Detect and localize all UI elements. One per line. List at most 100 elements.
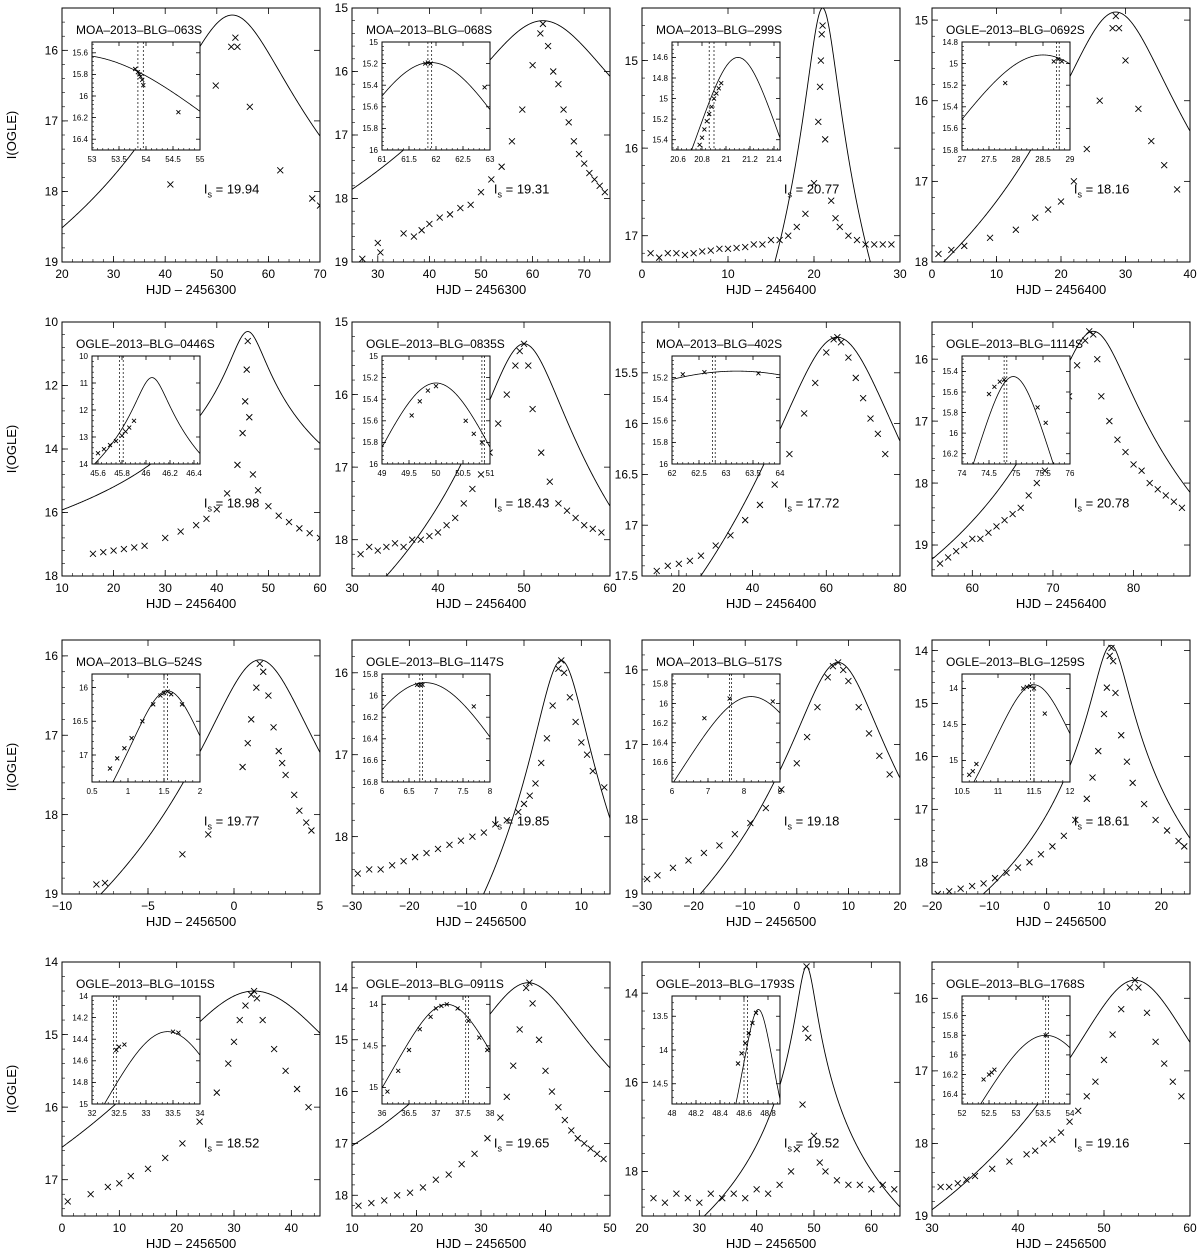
main-xtick-label: −20	[683, 899, 704, 913]
data-point	[93, 881, 100, 888]
main-ytick-label: 18	[915, 476, 929, 490]
main-xtick-label: 20	[107, 581, 121, 595]
inset-xtick-label: 53.5	[111, 155, 127, 164]
data-point	[234, 461, 241, 469]
main-ytick-label: 16	[335, 388, 349, 402]
main-ytick-label: 14	[915, 644, 929, 658]
data-point	[177, 528, 184, 535]
data-point	[1138, 467, 1145, 475]
inset-ytick-label: 16.4	[72, 135, 88, 144]
inset-data-points	[680, 369, 761, 377]
inset-xtick-label: 54	[1066, 1109, 1075, 1118]
data-point	[443, 521, 450, 529]
main-xtick-label: 0	[59, 1221, 66, 1235]
main-ytick-label: 19	[625, 887, 639, 901]
inset-ytick-label: 15.6	[652, 417, 668, 426]
main-xtick-label: 20	[635, 1221, 649, 1235]
data-points	[936, 327, 1186, 567]
data-points	[354, 657, 608, 877]
inset-data-point	[428, 61, 433, 66]
data-point	[1100, 1056, 1108, 1064]
data-point	[224, 1060, 232, 1067]
data-point	[845, 677, 852, 685]
inset-data-point	[433, 383, 439, 389]
main-xtick-label: −10	[52, 899, 73, 913]
data-point	[980, 880, 987, 887]
data-point	[821, 136, 829, 143]
data-point	[1103, 684, 1111, 691]
data-point	[647, 249, 654, 257]
light-curve-panel: 60 70 80 16 17 18 19 Is = 20.78 74 74.5 75 75.5 76 15…	[915, 321, 1191, 611]
inset-ytick-label: 15.8	[362, 438, 378, 447]
source-mag-symbol: I	[784, 1135, 788, 1150]
source-mag-subscript: s	[1078, 1143, 1083, 1153]
data-point	[537, 759, 545, 767]
x-axis-label: HJD – 2456400	[1016, 596, 1106, 611]
light-curve-panel: 20 30 40 50 60 70 16 17 18 19 Is = 19.94 53 53.5 54 54…	[45, 7, 327, 297]
data-point	[503, 1093, 511, 1101]
source-mag-value: = 19.85	[502, 813, 549, 828]
main-ytick-label: 17	[915, 1064, 929, 1078]
data-point	[192, 521, 200, 529]
inset-zoom: 61 61.5 62 62.5 63 15 15.2 15.4 15.6 15.8 16	[362, 38, 495, 164]
inset-ytick-label: 15.4	[652, 395, 668, 404]
data-point	[936, 560, 944, 567]
data-point	[879, 241, 887, 248]
data-point	[419, 1184, 427, 1191]
data-point	[698, 248, 706, 255]
inset-ytick-label: 12	[79, 406, 88, 415]
source-mag-value: = 18.43	[502, 495, 549, 510]
data-point	[1083, 795, 1091, 803]
data-point	[1147, 137, 1155, 145]
inset-xtick-label: 8	[488, 787, 493, 796]
data-point	[566, 694, 574, 701]
main-ytick-label: 18	[625, 1165, 639, 1179]
data-point	[690, 249, 697, 257]
data-point	[810, 179, 818, 187]
data-point	[802, 1025, 809, 1033]
source-mag-subscript: s	[788, 189, 793, 199]
main-xtick-label: 40	[1011, 1221, 1025, 1235]
inset-ytick-label: 15.2	[362, 59, 378, 68]
data-point	[259, 668, 267, 676]
data-point	[555, 500, 562, 507]
inset-data-points	[385, 1001, 490, 1094]
data-point	[1108, 644, 1115, 652]
inset-data-points	[414, 682, 477, 709]
inset-ytick-label: 15.8	[652, 438, 668, 447]
data-point	[839, 666, 847, 674]
data-point	[653, 567, 661, 575]
inset-frame	[91, 673, 201, 783]
inset-ytick-label: 15.6	[942, 1011, 958, 1020]
x-axis-label: HJD – 2456500	[726, 914, 816, 929]
main-ytick-label: 10	[45, 315, 59, 329]
data-point	[1175, 837, 1182, 845]
inset-zoom: 6 6.5 7 7.5 8 15.8 16 16.2 16.4 16.6 16.8	[362, 670, 492, 796]
main-xtick-label: −10	[735, 899, 756, 913]
data-point	[316, 202, 320, 209]
data-point	[1143, 1009, 1151, 1017]
data-point	[529, 405, 536, 413]
main-xtick-label: 80	[1127, 581, 1141, 595]
main-xtick-label: 60	[603, 581, 617, 595]
data-point	[253, 994, 261, 1002]
data-point	[259, 1016, 266, 1024]
main-ytick-label: 16	[45, 649, 59, 663]
data-point	[874, 430, 882, 438]
main-xtick-label: 70	[1046, 581, 1060, 595]
inset-data-point	[735, 1061, 741, 1066]
data-point	[537, 449, 545, 456]
inset-data-points	[409, 383, 485, 445]
inset-xtick-label: 45.6	[90, 469, 106, 478]
inset-frame	[671, 355, 781, 465]
model-curve	[703, 965, 900, 1216]
x-axis-label: HJD – 2456300	[146, 282, 236, 297]
inset-data-points	[107, 689, 185, 771]
x-axis-label: HJD – 2456300	[436, 282, 526, 297]
data-point	[236, 1016, 244, 1024]
inset-ytick-label: 16.2	[942, 1070, 958, 1079]
data-point	[824, 674, 832, 681]
data-point	[560, 669, 568, 677]
data-point	[793, 223, 801, 231]
